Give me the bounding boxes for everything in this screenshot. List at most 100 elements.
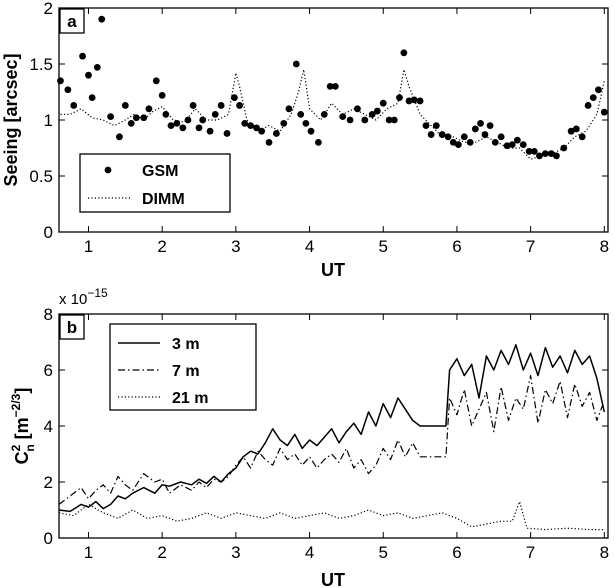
panel-b-x-tick-label: 8 — [600, 543, 609, 562]
series-gsm-point — [589, 94, 597, 101]
series-gsm-point — [292, 60, 300, 68]
series-gsm-point — [297, 111, 305, 118]
y-label-unit: [m — [12, 417, 32, 439]
series-gsm-point — [326, 83, 334, 90]
series-gsm-point — [70, 102, 78, 109]
panel-b-y-tick-label: 4 — [44, 417, 53, 436]
series-gsm-point — [179, 124, 187, 132]
panel-b-y-tick-label: 8 — [44, 305, 53, 324]
series-gsm-point — [195, 124, 203, 132]
series-gsm-point — [578, 133, 586, 141]
series-gsm-point — [427, 131, 435, 138]
panel-a-y-tick-label: 2 — [44, 0, 53, 18]
panel-b-series — [58, 344, 606, 531]
series-gsm-point — [140, 114, 148, 122]
series-gsm-point — [486, 122, 494, 129]
series-gsm-point — [162, 111, 170, 118]
panel-a-x-tick-label: 6 — [452, 237, 461, 256]
panel-b-x-tick-label: 7 — [526, 543, 535, 562]
panel-a-legend-box — [79, 153, 231, 213]
series-gsm-point — [400, 49, 408, 57]
series-gsm-point — [253, 124, 260, 132]
series-gsm-point — [88, 94, 96, 101]
series-gsm-point — [107, 113, 114, 121]
series-gsm-point — [258, 127, 266, 135]
panel-a-tag: a — [59, 8, 85, 34]
series-gsm-point — [236, 102, 243, 109]
series-gsm-point — [199, 116, 207, 124]
series-gsm-point — [127, 119, 135, 127]
panel-b-tag: b — [59, 314, 85, 340]
panel-a-y-tick-label: 1.5 — [29, 55, 53, 74]
series-gsm-point — [339, 113, 347, 121]
panel-b-y-tick-label: 2 — [44, 473, 53, 492]
panel-b-x-tick-label: 3 — [231, 543, 240, 562]
panel-b-legend: 3 m 7 m 21 m — [109, 323, 257, 411]
series-21m-line — [58, 501, 605, 531]
y-label-unit-end: ] — [12, 388, 32, 394]
panel-a-x-tick-label: 8 — [600, 237, 609, 256]
series-gsm-point — [497, 133, 505, 141]
panel-a-x-tick-label: 5 — [379, 237, 388, 256]
series-gsm-point — [595, 86, 602, 94]
series-gsm-point — [121, 102, 129, 109]
series-gsm-point — [572, 125, 580, 133]
series-gsm-point — [584, 102, 592, 109]
legend-7m-label: 7 m — [172, 363, 200, 380]
series-gsm-point — [373, 107, 381, 115]
series-gsm-point — [320, 111, 328, 118]
series-gsm-point — [241, 119, 249, 127]
series-gsm-point — [272, 130, 280, 137]
panel-b-tag-box — [59, 314, 85, 340]
panel-b-y-tick-label: 0 — [44, 529, 53, 548]
series-gsm-point — [206, 127, 214, 135]
series-gsm-point — [158, 91, 166, 99]
series-gsm-point — [152, 77, 160, 85]
panel-a-y-axis-label: Seeing [arcsec] — [1, 53, 21, 186]
series-gsm-point — [331, 83, 339, 90]
panel-a-y-tick-label: 1 — [44, 111, 53, 130]
series-gsm-point — [223, 130, 231, 137]
series-gsm-point — [477, 119, 484, 127]
series-gsm-point — [438, 131, 446, 138]
series-gsm-point — [513, 136, 521, 144]
panel-a-x-tick-label: 2 — [157, 237, 166, 256]
series-gsm-point — [211, 111, 219, 118]
panel-a-y-tick-label: 0.5 — [29, 167, 53, 186]
y-label-unit-sup: −2/3 — [9, 393, 23, 417]
series-gsm-point — [145, 105, 153, 113]
panel-b-x-tick-label: 1 — [84, 543, 93, 562]
legend-gsm-marker — [104, 166, 112, 174]
series-gsm-point — [314, 139, 322, 146]
panel-b-x-axis-label: UT — [321, 570, 345, 588]
series-gsm-point — [541, 150, 549, 158]
series-gsm-point — [519, 141, 527, 149]
series-gsm-point — [466, 139, 474, 146]
series-gsm-point — [280, 119, 288, 127]
series-gsm-point — [167, 122, 175, 129]
series-gsm-point — [247, 122, 254, 129]
series-gsm-point — [460, 133, 468, 141]
panel-a-legend: GSM DIMM — [79, 153, 231, 213]
y-label-base: C — [12, 451, 32, 464]
panel-b-legend-box — [109, 323, 257, 411]
panel-a-y-tick-label: 0 — [44, 223, 53, 242]
series-gsm-point — [217, 102, 225, 109]
series-gsm-point — [390, 116, 398, 124]
panel-a-x-tick-label: 4 — [305, 237, 314, 256]
series-gsm-point — [132, 114, 140, 122]
legend-21m-label: 21 m — [172, 390, 208, 407]
panel-b-x-tick-label: 5 — [379, 543, 388, 562]
panel-b-x-tick-label: 2 — [157, 543, 166, 562]
series-gsm-point — [307, 127, 315, 135]
y-scale-exponent: −15 — [87, 286, 108, 300]
series-gsm-point — [410, 96, 418, 104]
panel-a-x-tick-label: 3 — [231, 237, 240, 256]
series-gsm-point — [64, 86, 72, 94]
legend-dimm-label: DIMM — [142, 191, 185, 208]
series-gsm-point — [444, 133, 452, 141]
series-gsm-point — [449, 139, 457, 146]
series-gsm-point — [379, 99, 387, 107]
series-gsm-point — [354, 105, 361, 113]
